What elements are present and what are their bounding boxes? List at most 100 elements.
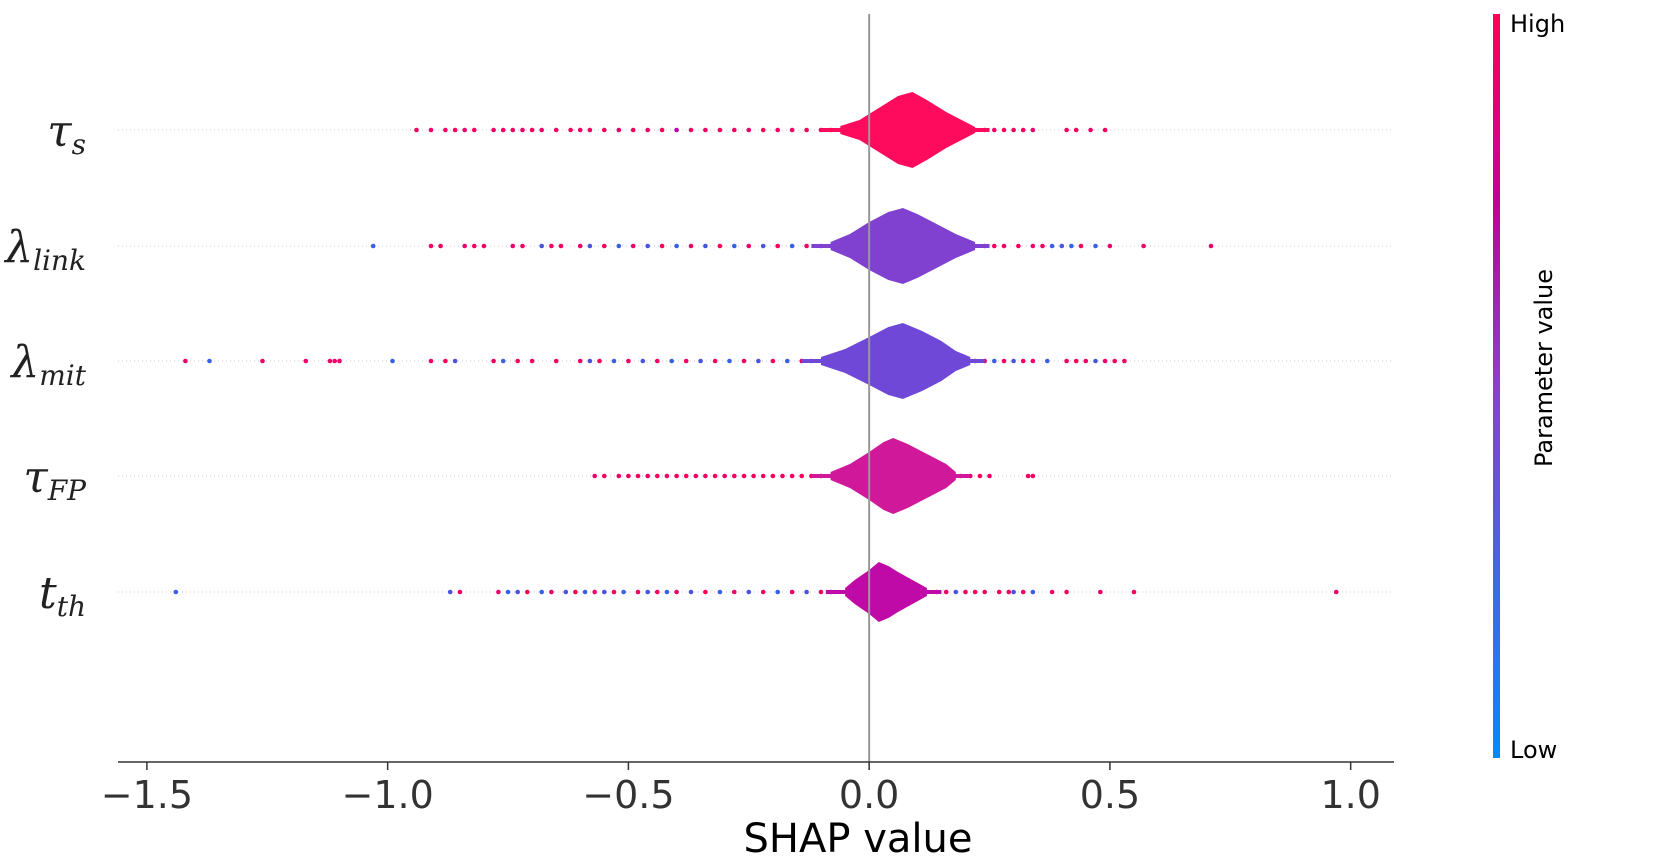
data-point [645,589,650,595]
data-point [712,358,718,364]
data-point [703,589,708,595]
data-point [390,358,395,364]
data-point [1093,358,1098,364]
violin-shape [821,323,971,399]
colorbar-gradient [1493,14,1500,758]
violin-shape [830,208,976,284]
data-point [1208,243,1214,249]
data-point [977,473,983,479]
feature-label: λlink [3,222,86,277]
data-point [443,358,448,364]
data-point [645,127,650,133]
data-point [539,243,544,249]
data-point [717,127,723,133]
data-point [770,358,776,364]
x-axis: −1.5 −1.0 −0.5 0.0 0.5 1.0 [101,761,1394,817]
data-point [500,358,506,364]
data-point [1093,243,1098,249]
data-point [621,589,626,595]
data-point [674,127,679,133]
data-point [789,127,795,133]
feature-symbol: τ [47,106,72,157]
data-point [760,473,766,479]
data-point [1001,358,1007,364]
data-point [525,589,530,595]
data-point [602,589,607,595]
data-point [1107,243,1113,249]
data-point [669,358,674,364]
data-point [539,127,544,133]
data-point [1069,243,1074,249]
data-point [688,127,694,133]
data-point [1006,589,1012,595]
data-point [972,589,978,595]
data-point [789,473,795,479]
data-point [1045,358,1050,364]
data-point [953,589,959,595]
data-point [515,358,520,364]
data-point [491,127,496,133]
data-point [260,358,265,364]
data-point [573,589,578,595]
x-tick-label: 0.5 [1080,773,1140,817]
data-point [987,473,992,479]
data-point [529,358,535,364]
data-point [1141,243,1146,249]
data-point [438,243,443,249]
data-point [510,243,516,249]
feature-rows [118,92,1394,622]
data-point [659,127,665,133]
data-point [717,589,723,595]
feature-subscript: mit [39,359,87,392]
data-point [616,243,622,249]
data-point [732,127,737,133]
data-point [1059,243,1065,249]
data-point [746,243,752,249]
data-point [688,589,694,595]
data-point [563,589,569,595]
data-point [703,473,708,479]
data-point [520,127,525,133]
data-point [741,358,747,364]
data-point [760,589,766,595]
data-point [1025,473,1031,479]
data-point [804,589,809,595]
data-point [611,358,617,364]
data-point [1131,589,1137,595]
data-point [539,589,544,595]
feature-row [118,323,1394,399]
data-point [481,243,487,249]
data-point [1102,127,1108,133]
data-point [577,358,583,364]
data-point [462,127,468,133]
data-point [664,589,670,595]
x-axis-title: SHAP value [744,816,973,862]
feature-subscript: link [33,244,86,277]
data-point [1030,127,1036,133]
data-point [655,473,660,479]
data-point [1064,589,1069,595]
feature-symbol: τ [23,452,48,503]
data-point [698,358,703,364]
data-point [500,127,506,133]
data-point [963,589,968,595]
data-point [630,243,636,249]
data-point [626,358,631,364]
data-point [760,127,766,133]
data-point [799,473,804,479]
feature-row [118,438,1394,514]
data-point [1333,589,1339,595]
data-point [428,243,434,249]
data-point [943,589,949,595]
data-point [1083,358,1089,364]
data-point [1064,358,1069,364]
data-point [452,358,458,364]
data-point [1098,589,1103,595]
data-point [703,243,708,249]
data-point [616,127,622,133]
data-point [587,243,593,249]
data-point [582,589,588,595]
data-point [1122,358,1127,364]
data-point [785,358,790,364]
